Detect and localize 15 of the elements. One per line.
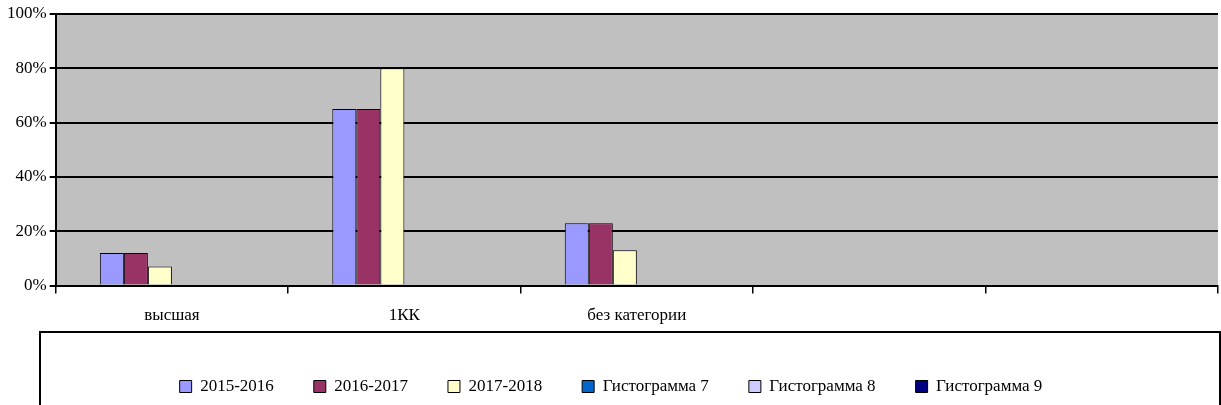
x-tick-label: высшая bbox=[144, 305, 200, 325]
x-tick-label: без категории bbox=[587, 305, 687, 325]
y-tick-label: 60% bbox=[15, 112, 47, 132]
legend-label: Гистограмма 9 bbox=[936, 375, 1043, 395]
legend-label: 2016-2017 bbox=[334, 375, 409, 395]
y-tick-label: 0% bbox=[23, 275, 47, 295]
legend-label: Гистограмма 7 bbox=[602, 375, 710, 395]
x-tick-label: 1КК bbox=[388, 305, 421, 325]
y-tick-label: 80% bbox=[15, 57, 47, 77]
legend-label: 2017-2018 bbox=[468, 375, 543, 395]
legend-label: 2015-2016 bbox=[200, 375, 274, 395]
y-tick-label: 40% bbox=[15, 166, 47, 186]
legend-label: Гистограмма 8 bbox=[769, 375, 876, 395]
y-tick-label: 100% bbox=[6, 3, 47, 23]
y-tick-label: 20% bbox=[15, 220, 47, 240]
